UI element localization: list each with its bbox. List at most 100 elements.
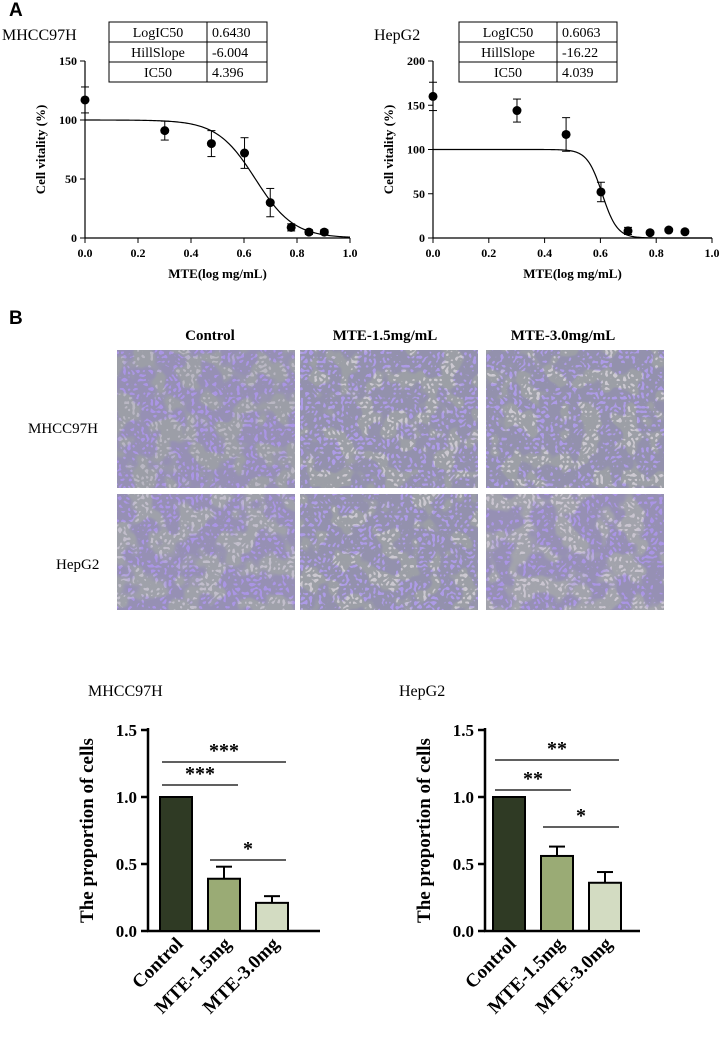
data-point [206,139,216,149]
stats-value: 0.6063 [562,26,601,41]
x-tick-label: 0.4 [184,246,199,260]
micrograph-hepg2-mte-3-0 [486,494,664,610]
y-tick-label: 200 [407,54,425,68]
y-tick-label: 0.5 [116,855,137,874]
y-axis-label: Cell vitality (%) [33,105,48,195]
row-label-mhcc97h: MHCC97H [28,421,98,437]
data-point [286,222,296,232]
x-tick-label: 0.2 [481,246,496,260]
stats-value: -6.004 [212,46,248,61]
y-tick-label: 50 [413,187,425,201]
micrograph-hepg2-control [117,494,295,610]
x-tick-label: 0.0 [78,246,93,260]
significance-label: ** [523,768,543,790]
x-tick-label: 0.2 [131,246,146,260]
data-point [80,95,90,105]
y-tick-label: 1.0 [453,788,474,807]
bar-mte-3.0mg [588,881,622,932]
data-point [304,227,314,237]
data-point [512,106,522,116]
y-tick-label: 0.0 [116,922,137,941]
y-tick-label: 150 [407,98,425,112]
micrograph-mhcc97h-mte-1-5 [300,350,478,488]
stats-label: HillSlope [481,46,535,61]
data-point [319,227,329,237]
column-label-mte-1-5: MTE-1.5mg/mL [333,328,438,344]
y-axis-label: The proportion of cells [77,738,98,923]
x-tick-label: 0.6 [237,246,252,260]
x-tick-label: 0.8 [649,246,664,260]
y-axis-label: The proportion of cells [414,738,435,923]
panel-letter-a: A [9,0,23,21]
row-label-hepg2: HepG2 [56,557,99,573]
x-tick-label: 1.0 [343,246,358,260]
y-axis-label: Cell vitality (%) [381,105,396,195]
fit-curve [85,119,351,238]
bar-mte-1.5mg [540,854,574,933]
data-point [428,91,438,101]
data-point [664,225,674,235]
y-tick-label: 100 [59,113,77,127]
data-point [596,187,606,197]
significance-label: * [243,838,253,860]
bar-chart-title: MHCC97H [88,683,163,700]
dose-response-chart-hepg2: HepG2 LogIC50 0.6063 HillSlope -16.22 IC50 4.0… [374,21,720,281]
y-tick-label: 150 [59,54,77,68]
data-point [240,148,250,158]
data-point [561,129,571,139]
stats-label: LogIC50 [133,26,184,41]
dose-response-chart-mhcc97h: MHCC97H LogIC50 0.6430 HillSlope -6.004 IC50 4… [2,21,358,281]
data-point [680,227,690,237]
y-tick-label: 100 [407,143,425,157]
x-axis-label: MTE(log mg/mL) [523,266,622,281]
panel-letter-b: B [9,308,23,329]
stats-label: LogIC50 [483,26,534,41]
bar-chart-title: HepG2 [399,683,445,700]
y-tick-label: 0.0 [453,922,474,941]
bar-chart-hepg2: HepG2 0.0 0.5 1.0 1.5 The proportion of cells… [399,683,640,1018]
micrograph-mhcc97h-control [117,350,295,488]
y-tick-label: 0 [419,231,425,245]
significance-label: ** [547,738,567,760]
y-tick-label: 1.5 [116,721,137,740]
data-point [160,126,170,136]
micrograph-panel: Control MTE-1.5mg/mL MTE-3.0mg/mL MHCC97… [28,328,664,610]
x-tick-label: 0.0 [426,246,441,260]
x-axis-label: MTE(log mg/mL) [168,266,267,281]
y-tick-label: 0.5 [453,855,474,874]
data-point [265,198,275,208]
y-tick-label: 0 [71,231,77,245]
stats-table [458,21,618,83]
bar-chart-mhcc97h: MHCC97H 0.0 0.5 1.0 1.5 The proportion of cel… [77,683,320,1018]
stats-label: HillSlope [131,46,185,61]
significance-label: *** [209,740,239,762]
stats-label: IC50 [494,66,522,81]
bar-mte-1.5mg [207,877,241,933]
significance-label: * [576,805,586,827]
column-label-control: Control [185,328,235,344]
stats-value: 0.6430 [212,26,251,41]
x-tick-label: 0.4 [537,246,552,260]
fit-curve [433,148,712,239]
bar-control [492,796,526,932]
cell-line-label: HepG2 [374,27,420,44]
micrograph-mhcc97h-mte-3-0 [486,350,664,488]
y-tick-label: 1.5 [453,721,474,740]
x-tick-label: 0.6 [593,246,608,260]
column-label-mte-3-0: MTE-3.0mg/mL [511,328,616,344]
bar-control [159,796,193,932]
cell-line-label: MHCC97H [2,27,77,44]
significance-label: *** [185,763,215,785]
data-point [645,228,655,238]
stats-value: 4.039 [562,66,594,81]
x-tick-label: 1.0 [705,246,720,260]
stats-value: -16.22 [562,46,598,61]
micrograph-hepg2-mte-1-5 [300,494,478,610]
y-tick-label: 50 [65,172,77,186]
bar-mte-3.0mg [255,901,289,932]
stats-label: IC50 [144,66,172,81]
x-tick-label: 0.8 [290,246,305,260]
data-point [623,226,633,236]
y-tick-label: 1.0 [116,788,137,807]
stats-value: 4.396 [212,66,244,81]
